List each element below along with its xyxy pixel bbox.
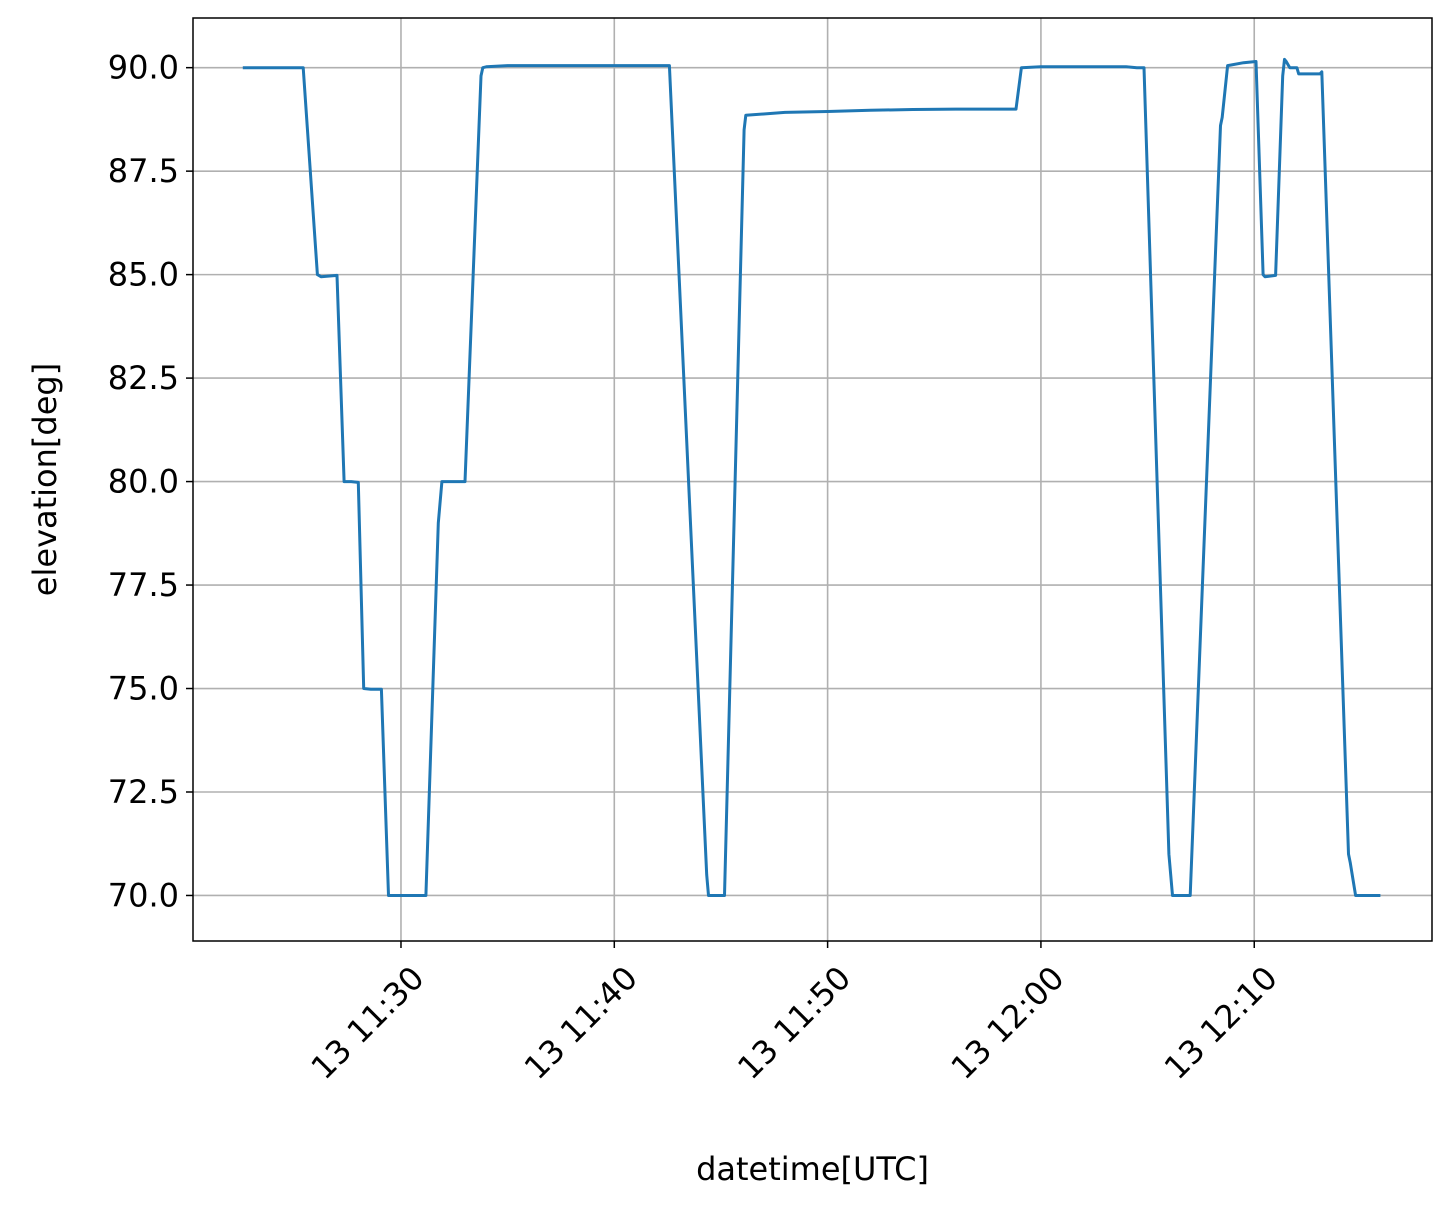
x-tick-label: 13 12:10: [1157, 959, 1285, 1087]
x-tick-label: 13 11:50: [730, 959, 858, 1087]
x-tick-label: 13 11:40: [517, 959, 645, 1087]
x-tick-label: 13 12:00: [943, 959, 1071, 1087]
y-tick-label: 87.5: [108, 152, 179, 190]
y-tick-label: 70.0: [108, 876, 179, 914]
y-tick-label: 72.5: [108, 773, 179, 811]
grid-lines: [193, 18, 1432, 941]
x-tick-label: 13 11:30: [304, 959, 432, 1087]
y-tick-label: 75.0: [108, 670, 179, 708]
series-line: [242, 57, 1381, 897]
plot-frame: [192, 17, 1433, 942]
y-tick-label: 85.0: [108, 256, 179, 294]
x-axis-title: datetime[UTC]: [696, 1150, 929, 1188]
y-axis-title: elevation[deg]: [26, 363, 64, 596]
y-axis: 70.0 72.5 75.0 77.5 80.0 82.5 85.0 87.5 90.0: [108, 49, 193, 914]
y-tick-label: 90.0: [108, 49, 179, 87]
y-tick-label: 80.0: [108, 463, 179, 501]
y-tick-label: 82.5: [108, 359, 179, 397]
x-axis: 13 11:30 13 11:40 13 11:50 13 12:00 13 12:10: [304, 941, 1285, 1087]
y-tick-label: 77.5: [108, 566, 179, 604]
